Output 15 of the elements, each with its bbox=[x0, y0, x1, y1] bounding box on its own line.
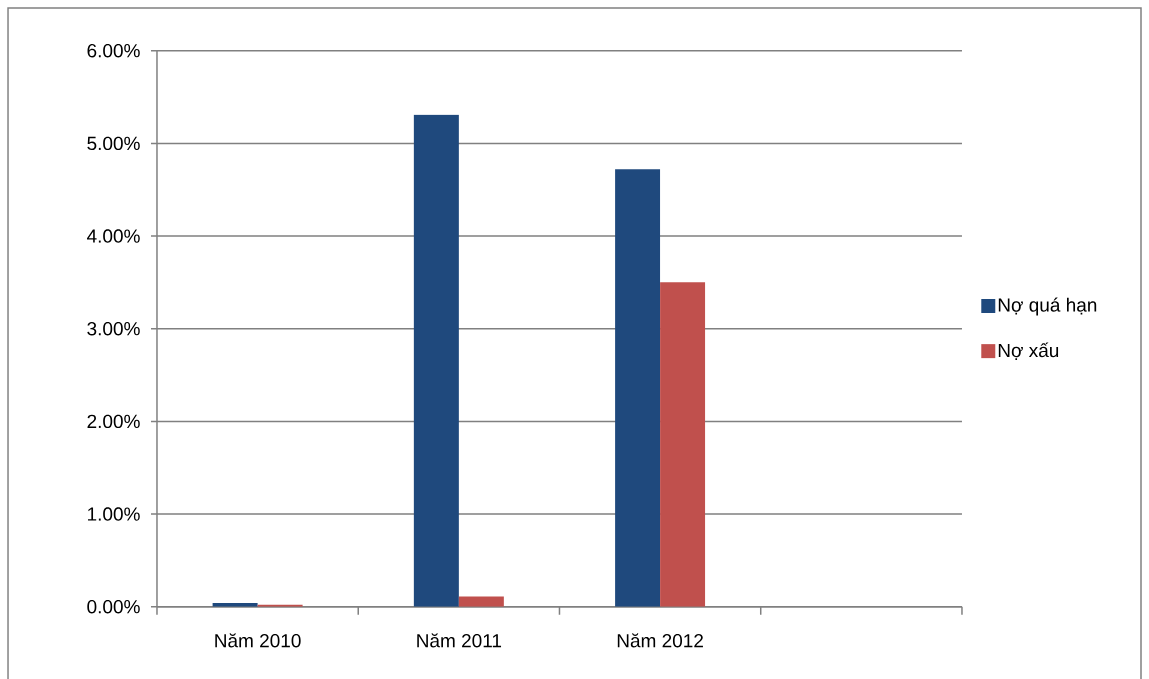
y-tick-label: 1.00% bbox=[88, 507, 140, 521]
y-tick-label: 5.00% bbox=[87, 136, 140, 151]
x-tick-label: Năm 2011 bbox=[417, 633, 502, 648]
x-tick-label: Năm 2012 bbox=[617, 633, 703, 648]
bar bbox=[615, 169, 661, 607]
y-tick-label: 3.00% bbox=[87, 321, 140, 336]
y-tick-label: 0.00% bbox=[87, 599, 140, 614]
bar bbox=[660, 282, 706, 607]
y-tick-label: 2.00% bbox=[87, 414, 140, 429]
x-tick-label: Năm 2010 bbox=[215, 633, 301, 648]
bar bbox=[413, 114, 459, 607]
legend-label: Nợ xấu bbox=[998, 342, 1059, 360]
y-tick-label: 4.00% bbox=[87, 229, 140, 243]
y-tick-label: 6.00% bbox=[87, 43, 140, 58]
legend-label: Nợ quá hạn bbox=[998, 297, 1097, 316]
